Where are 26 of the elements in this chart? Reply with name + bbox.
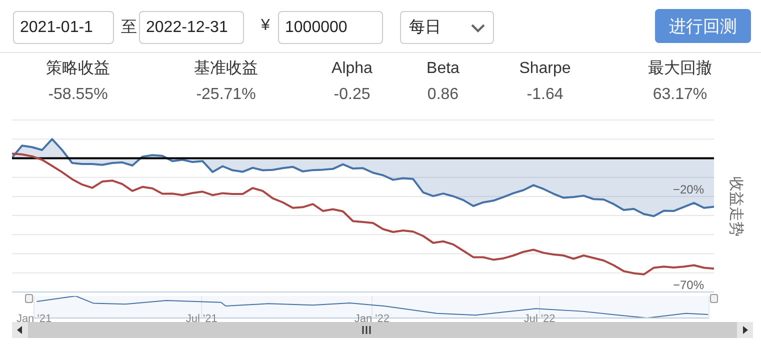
text: ¥ [261,17,270,35]
text: 至 [121,18,137,38]
text: -25.71% [195,85,257,105]
text: Alpha [330,59,374,79]
text: -1.64 [526,85,564,105]
y-tick-label: −20% [672,182,704,196]
x-tick-label: Jan '22 [354,313,390,325]
capital-field: 1000000 [278,11,383,44]
text: Beta [426,59,460,79]
x-tick-label: Jul '22 [524,313,556,325]
text: -58.55% [47,85,109,105]
text: 基准收益 [193,58,259,79]
run-button: 进行回测 [655,9,751,43]
text: 0.86 [426,85,460,105]
text: 最大回撤 [647,58,713,79]
frequency-select: 每日 [400,11,494,44]
start-date-field: 2021-01-1 [13,11,114,44]
text: 63.17% [652,85,708,105]
x-tick-label: Jan '21 [16,313,52,325]
text: -0.25 [332,85,372,105]
text: 策略收益 [45,59,111,79]
y-axis-title: 收益走势 [726,176,746,238]
end-date-field: 2022-12-31 [139,11,244,44]
y-tick-label: −70% [672,278,704,292]
text: Sharpe [518,59,572,79]
x-tick-label: Jul '21 [186,313,218,325]
